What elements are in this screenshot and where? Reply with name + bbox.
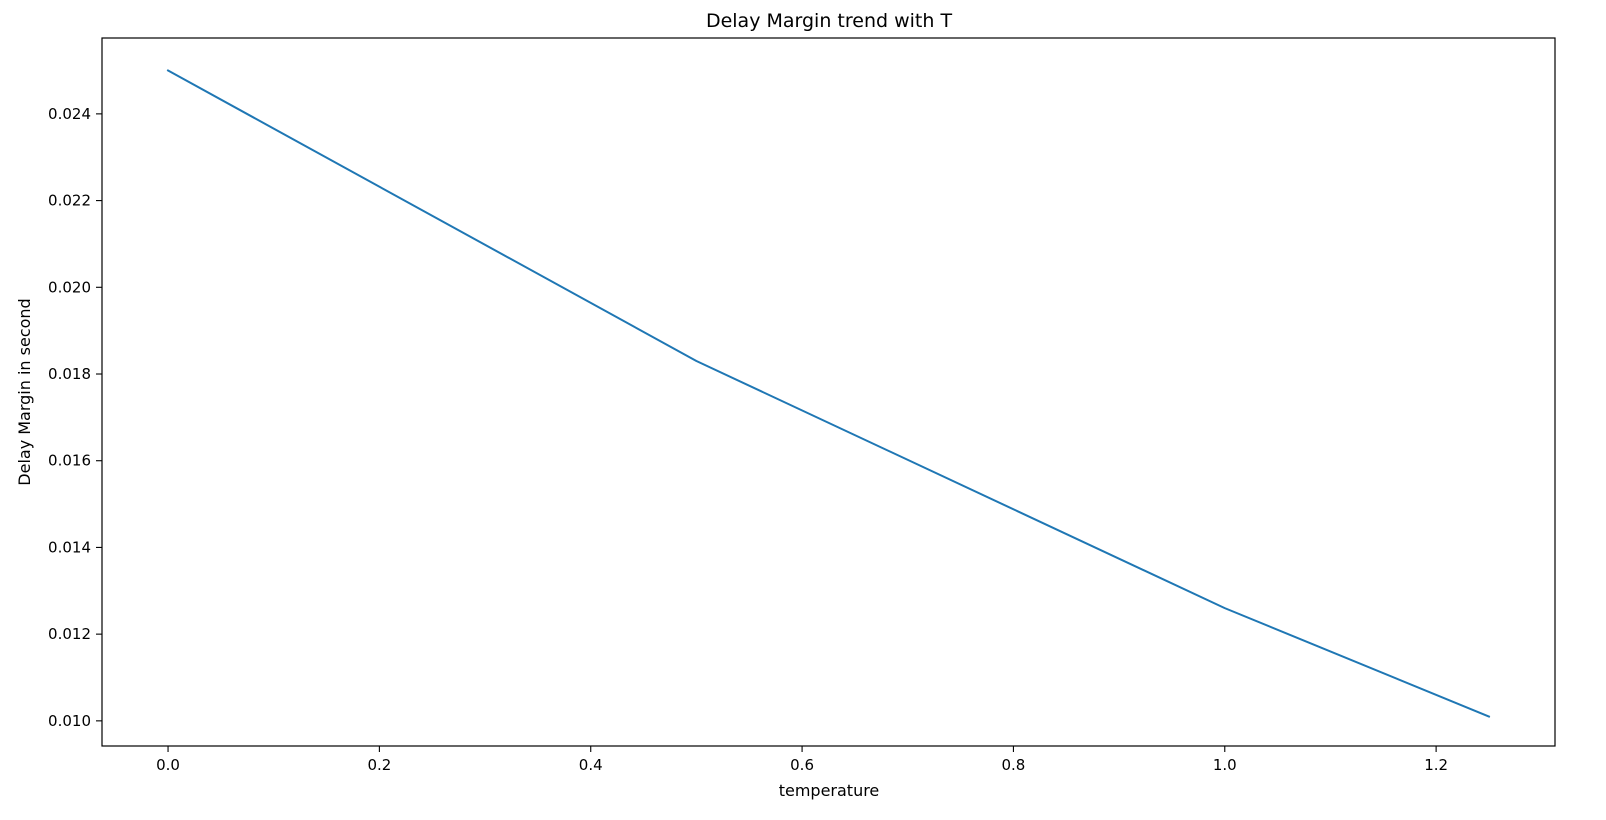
y-tick-label: 0.018 — [48, 365, 91, 383]
y-axis-title: Delay Margin in second — [15, 298, 34, 485]
plot-frame — [101, 37, 1556, 747]
chart-title: Delay Margin trend with T — [706, 10, 952, 32]
series-layer — [166, 69, 1491, 718]
series-line — [166, 69, 1491, 718]
y-tick-label: 0.010 — [48, 712, 91, 730]
x-tick-label: 1.0 — [1213, 756, 1237, 774]
x-tick-label: 0.2 — [367, 756, 391, 774]
y-tick-label: 0.012 — [48, 625, 91, 643]
x-tick-label: 0.0 — [156, 756, 180, 774]
y-axis-ticks: 0.010 0.012 0.014 0.016 0.018 0.020 0.022 0.024 — [48, 105, 102, 730]
x-tick-label: 0.6 — [790, 756, 814, 774]
x-tick-label: 0.4 — [579, 756, 603, 774]
y-tick-label: 0.022 — [48, 192, 91, 210]
x-axis-title: temperature — [779, 781, 880, 800]
y-tick-label: 0.014 — [48, 538, 91, 556]
y-tick-label: 0.016 — [48, 452, 91, 470]
x-tick-label: 1.2 — [1424, 756, 1448, 774]
y-tick-label: 0.024 — [48, 105, 91, 123]
y-tick-label: 0.020 — [48, 278, 91, 296]
x-tick-label: 0.8 — [1001, 756, 1025, 774]
x-axis-ticks: 0.0 0.2 0.4 0.6 0.8 1.0 1.2 — [156, 746, 1448, 774]
